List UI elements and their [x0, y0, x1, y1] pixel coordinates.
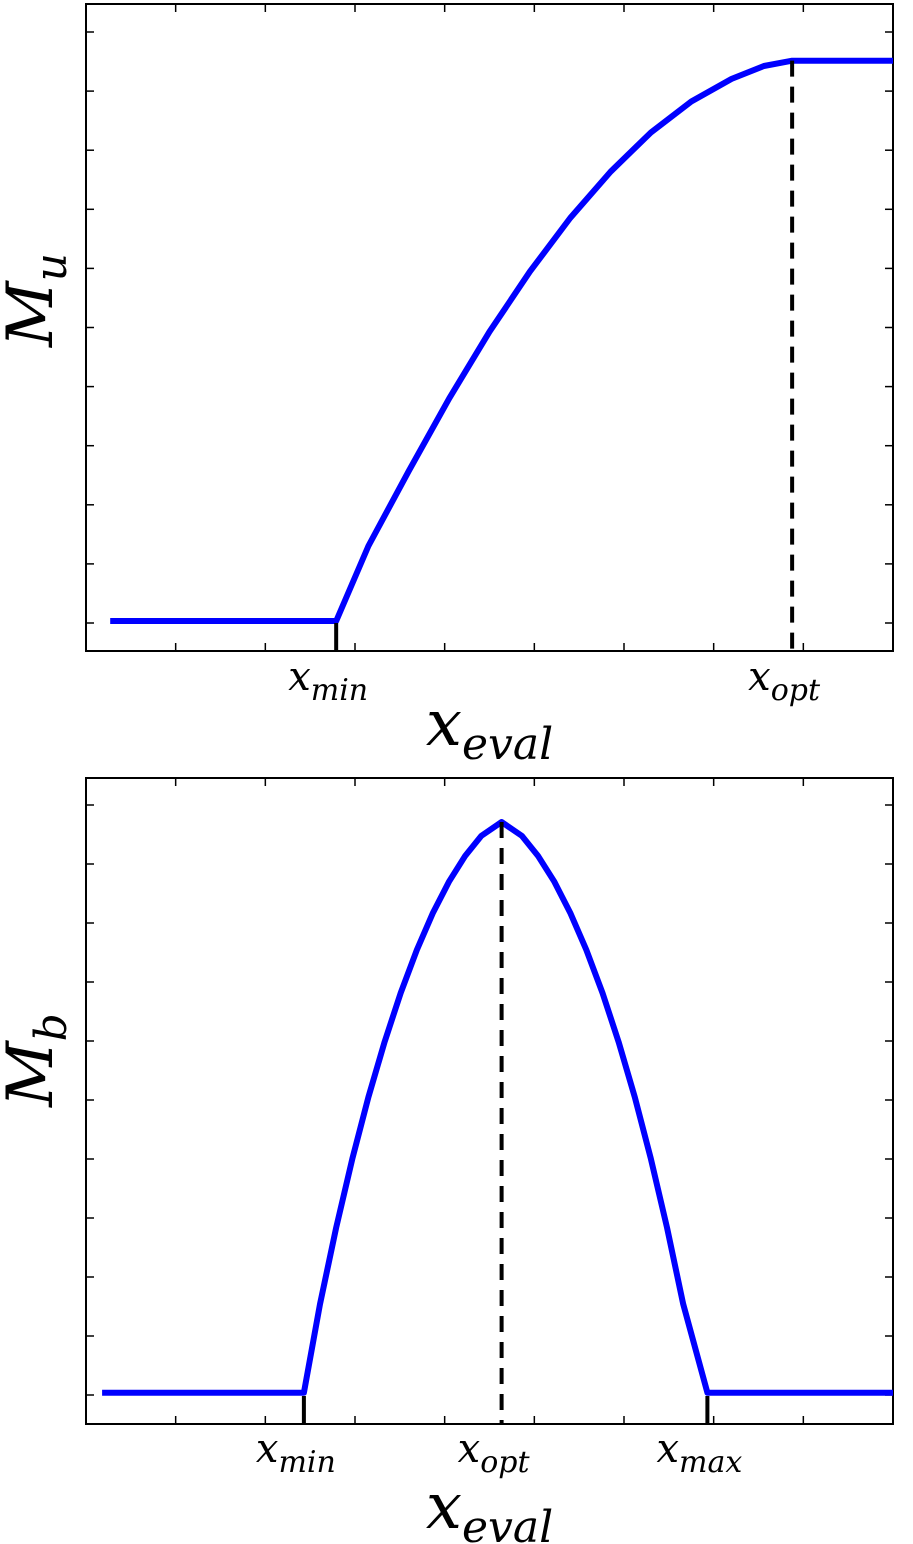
y-axis-label: Mu — [0, 253, 77, 348]
marker-label-opt: xopt — [748, 654, 821, 708]
chart-utility: xmin xopt xeval Mu — [0, 3, 894, 770]
marker-label-opt: xopt — [458, 1426, 531, 1480]
series-line — [102, 819, 893, 1396]
x-axis-label: xeval — [426, 687, 553, 770]
y-axis-label: Mb — [0, 1013, 77, 1108]
chart-benefit: xmin xopt xmax xeval Mb — [0, 777, 894, 1544]
series-line — [110, 57, 893, 624]
x-axis-label: xeval — [426, 1470, 553, 1544]
marker-label-max: xmax — [656, 1426, 742, 1480]
axes-frame — [85, 777, 894, 1425]
marker-label-min: xmin — [288, 654, 368, 708]
marker-label-min: xmin — [256, 1426, 336, 1480]
